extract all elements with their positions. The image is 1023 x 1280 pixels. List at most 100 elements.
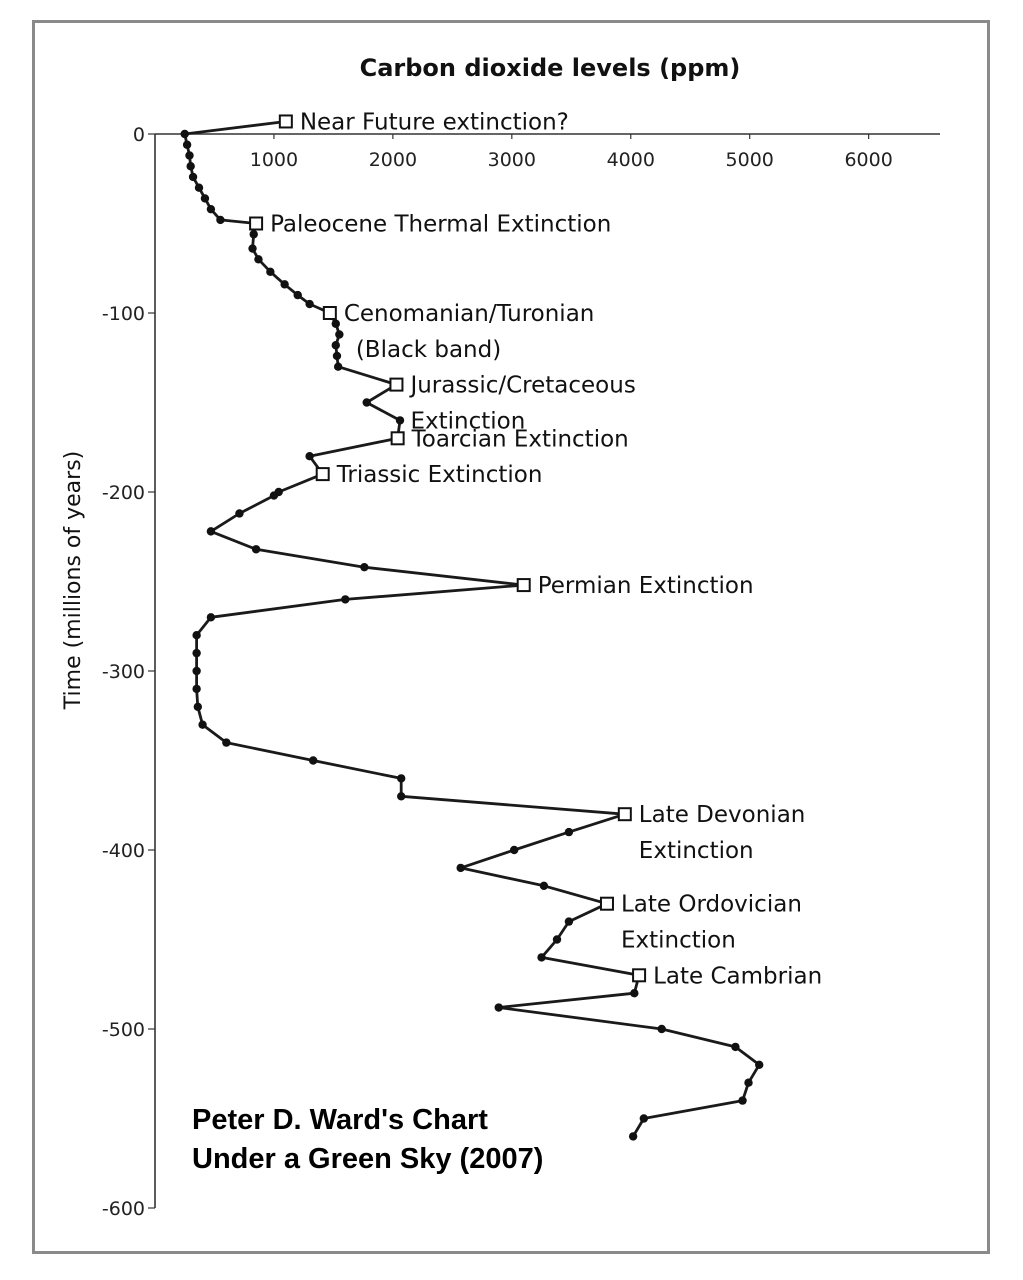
data-point [333,362,343,371]
y-tick-label: 0 [133,124,145,146]
data-point [269,491,279,500]
data-point [193,702,203,711]
data-point [397,792,406,801]
data-point [206,613,216,622]
data-point [185,151,194,160]
y-tick-label: -500 [102,1019,145,1041]
data-point [395,416,405,425]
event-marker-cambrian [632,968,647,983]
data-point [630,989,639,998]
event-marker-ordovician [599,896,614,911]
data-point [206,527,216,536]
y-tick-label: -400 [102,840,145,862]
event-label-cenomanian: (Black band) [356,337,501,363]
data-point [305,299,314,309]
data-point [744,1078,753,1087]
x-axis-ticks: 1000 2000 3000 4000 5000 6000 [250,134,893,171]
event-marker-near-future [278,114,293,129]
data-point [308,756,318,765]
event-label-permian: Permian Extinction [538,573,754,599]
event-label-jurassic: Jurassic/Cretaceous [408,373,635,399]
data-point [200,194,210,203]
event-label-toarcian: Toarcian Extinction [411,426,629,452]
y-tick-label: -300 [102,661,145,683]
axes [154,133,940,1208]
event-label-near-future: Near Future extinction? [300,109,569,135]
event-label-devonian: Extinction [639,838,754,864]
data-point [192,631,201,640]
event-marker-devonian [617,807,632,822]
event-marker-triassic [315,467,330,482]
data-point [280,280,289,289]
data-point [360,562,369,572]
data-point [198,720,207,729]
event-label-ordovician: Late Ordovician [621,892,802,918]
event-marker-paleocene [249,216,264,231]
event-marker-permian [516,578,531,593]
y-tick-label: -600 [102,1198,145,1220]
data-point [731,1042,740,1052]
data-point [509,845,519,855]
y-tick-label: -200 [102,482,145,504]
data-point [192,666,201,676]
event-label-ordovician: Extinction [621,928,736,954]
x-tick-label: 6000 [844,149,892,171]
x-tick-label: 3000 [488,149,536,171]
x-tick-label: 1000 [250,149,298,171]
credit-line-2: Under a Green Sky (2007) [192,1143,544,1175]
data-point [248,244,257,253]
x-tick-label: 5000 [726,149,774,171]
data-point [182,140,192,149]
data-point [293,290,302,300]
x-tick-label: 4000 [607,149,655,171]
data-point [216,215,225,225]
data-point [235,509,244,518]
data-point [456,863,465,873]
data-point [251,545,261,554]
co2-series [180,120,764,1141]
data-point [254,255,263,264]
event-label-paleocene: Paleocene Thermal Extinction [270,212,611,238]
event-label-triassic: Triassic Extinction [336,462,543,488]
x-tick-label: 2000 [369,149,417,171]
data-point [186,162,195,171]
event-marker-jurassic [389,377,404,392]
y-tick-label: -100 [102,303,145,325]
data-point [564,827,574,837]
data-point [194,183,204,192]
credit-line-1: Peter D. Ward's Chart [192,1104,488,1136]
annotations: Near Future extinction? Paleocene Thermal… [249,109,822,989]
data-point [192,648,201,658]
data-point [222,738,231,747]
data-point [657,1024,666,1034]
data-point [362,398,371,407]
data-point [564,917,574,926]
data-point [332,351,342,361]
event-label-jurassic: Extinction [410,409,525,435]
data-point [305,452,314,461]
data-point [331,319,340,328]
data-point [552,935,562,944]
event-label-cenomanian: Cenomanian/Turonian [344,301,595,327]
event-label-devonian: Late Devonian [639,802,806,828]
chart-title: Carbon dioxide levels (ppm) [360,54,741,82]
data-point [755,1060,764,1070]
chart-frame [32,20,990,1254]
data-point [192,684,201,694]
data-point [639,1114,649,1123]
y-axis-ticks: 0 -100 -200 -300 -400 -500 -600 [102,124,155,1220]
data-point [539,881,549,890]
data-point [188,172,198,182]
data-point [180,129,189,139]
data-point [206,204,216,214]
data-point [341,595,350,604]
data-point [331,341,340,350]
event-label-cambrian: Late Cambrian [653,963,822,989]
y-axis-title: Time (millions of years) [61,451,86,710]
data-point [738,1096,747,1105]
data-point [335,330,344,339]
data-point [494,1003,503,1012]
data-point [537,953,546,962]
data-point [249,230,258,239]
